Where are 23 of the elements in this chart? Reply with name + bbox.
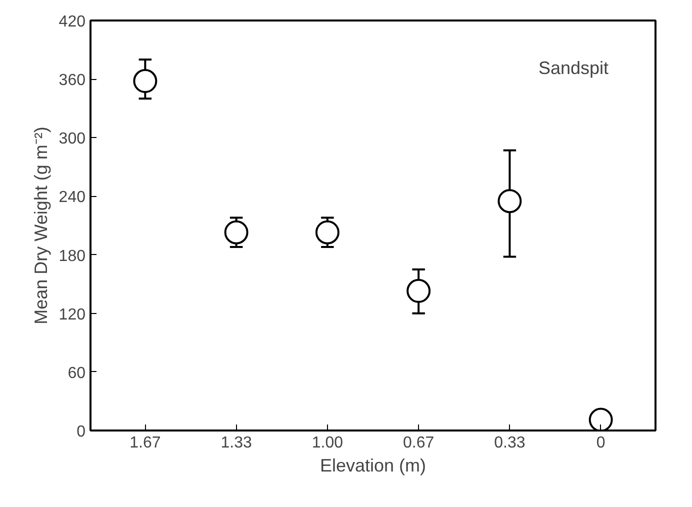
x-tick-label: 1.00 [312, 434, 344, 452]
point [133, 69, 158, 93]
point [224, 220, 248, 244]
y-tick-label: 300 [58, 130, 86, 148]
point [588, 408, 613, 430]
point [498, 189, 522, 214]
x-tick-label: 0.33 [494, 434, 526, 452]
y-tick-label: 360 [58, 72, 86, 90]
x-tick-label: 1.33 [220, 434, 252, 452]
x-axis-title: Elevation (m) [320, 456, 426, 476]
x-tick-label: 0.67 [402, 434, 434, 452]
y-tick-label: 60 [68, 364, 86, 382]
y-tick-label: 0 [76, 424, 86, 440]
y-tick-label: 120 [58, 306, 86, 324]
y-axis-title: Mean Dry Weight (g m⁻²) [30, 126, 51, 324]
annotation: Sandspit [538, 58, 609, 78]
y-tick-label: 240 [58, 189, 86, 206]
point [315, 220, 340, 244]
x-tick-label: 1.67 [130, 434, 161, 452]
y-tick-label: 180 [58, 248, 86, 265]
point [406, 278, 431, 303]
x-tick-label: 0 [596, 434, 606, 452]
y-tick-label: 420 [58, 14, 86, 30]
